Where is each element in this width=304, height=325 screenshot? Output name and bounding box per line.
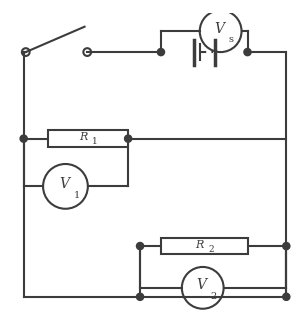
Text: s: s [229, 35, 233, 44]
Text: R: R [195, 240, 204, 250]
Circle shape [157, 48, 164, 56]
Bar [47, 130, 128, 147]
Text: 2: 2 [209, 244, 215, 254]
Circle shape [283, 242, 290, 250]
Circle shape [283, 293, 290, 300]
Circle shape [136, 293, 144, 300]
Circle shape [125, 135, 132, 142]
Text: V: V [59, 177, 69, 191]
Text: V: V [196, 279, 206, 292]
Text: 1: 1 [74, 191, 80, 200]
Circle shape [244, 48, 251, 56]
Circle shape [136, 242, 144, 250]
Text: 1: 1 [92, 137, 98, 146]
Text: 2: 2 [210, 292, 216, 301]
Text: V: V [214, 22, 224, 36]
Bar [161, 238, 247, 254]
Circle shape [20, 135, 27, 142]
Text: R: R [79, 132, 88, 142]
